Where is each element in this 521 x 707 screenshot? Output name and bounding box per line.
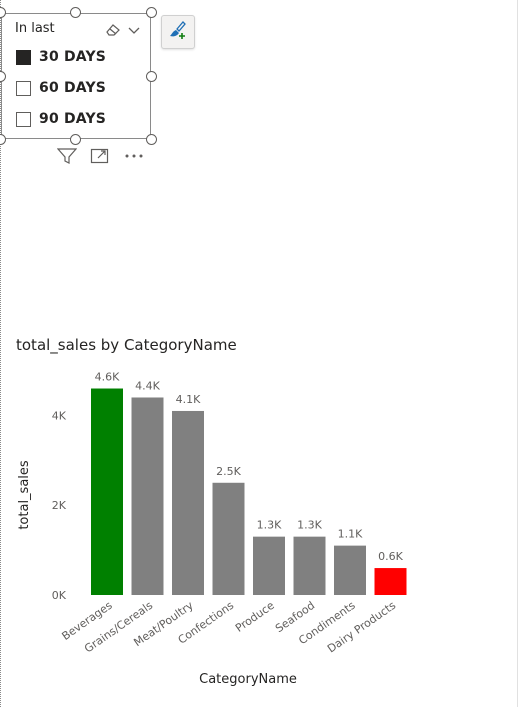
resize-handle-top-right[interactable] <box>146 7 157 18</box>
x-tick-label: Produce <box>233 599 277 635</box>
data-label: 4.1K <box>176 393 201 406</box>
x-tick-label: Dairy Products <box>325 599 398 656</box>
more-options-icon[interactable] <box>123 147 145 169</box>
format-painter-icon <box>167 19 189 45</box>
date-slicer[interactable]: In last 30 DAYS 60 DAYS 90 DAYS <box>1 13 151 139</box>
resize-handle-bottom-left[interactable] <box>0 134 6 145</box>
bar-confections[interactable] <box>212 482 245 595</box>
bar-seafood[interactable] <box>293 536 326 595</box>
data-label: 1.1K <box>338 528 363 541</box>
slicer-option-30-days[interactable]: 30 DAYS <box>16 48 106 66</box>
resize-handle-bottom-right[interactable] <box>146 134 157 145</box>
resize-handle-top[interactable] <box>70 7 81 18</box>
bar-grains-cereals[interactable] <box>131 397 164 595</box>
option-label: 30 DAYS <box>39 49 107 65</box>
data-label: 4.6K <box>95 371 120 384</box>
data-label: 2.5K <box>216 465 241 478</box>
bar-condiments[interactable] <box>334 545 366 595</box>
data-label: 1.3K <box>297 519 322 532</box>
canvas-right-border <box>517 0 518 707</box>
option-label: 60 DAYS <box>39 80 107 96</box>
filter-icon[interactable] <box>56 147 78 169</box>
bar-meat-poultry[interactable] <box>172 410 204 595</box>
x-tick-label: Grains/Cereals <box>82 599 155 656</box>
slicer-option-60-days[interactable]: 60 DAYS <box>16 79 106 97</box>
format-painter-button[interactable] <box>161 15 195 49</box>
data-label: 0.6K <box>378 550 403 563</box>
checkbox-unchecked[interactable] <box>16 111 31 127</box>
eraser-icon[interactable] <box>105 19 127 38</box>
y-tick-label: 0K <box>52 589 67 602</box>
chart-title: total_sales by CategoryName <box>16 336 237 354</box>
checkbox-checked[interactable] <box>16 49 31 65</box>
y-tick-label: 2K <box>52 499 67 512</box>
resize-handle-bottom[interactable] <box>70 134 81 145</box>
bar-produce[interactable] <box>253 536 285 595</box>
slicer-header-tools <box>105 19 141 38</box>
data-label: 4.4K <box>135 379 160 392</box>
slicer-title: In last <box>15 21 55 36</box>
bar-chart[interactable]: 0K2K4Ktotal_sales4.6KBeverages4.4KGrains… <box>0 360 521 700</box>
bar-beverages[interactable] <box>91 388 123 595</box>
canvas-left-border <box>0 0 1 707</box>
focus-mode-icon[interactable] <box>90 147 110 169</box>
resize-handle-right[interactable] <box>146 71 157 82</box>
chevron-down-icon[interactable] <box>127 19 141 38</box>
option-label: 90 DAYS <box>39 111 107 127</box>
visual-tools <box>56 147 145 169</box>
data-label: 1.3K <box>257 519 282 532</box>
slicer-option-90-days[interactable]: 90 DAYS <box>16 110 106 128</box>
x-axis-title: CategoryName <box>199 672 297 687</box>
bar-dairy-products[interactable] <box>374 568 407 595</box>
checkbox-unchecked[interactable] <box>16 80 31 96</box>
y-axis-title: total_sales <box>17 460 32 530</box>
y-tick-label: 4K <box>52 409 67 422</box>
